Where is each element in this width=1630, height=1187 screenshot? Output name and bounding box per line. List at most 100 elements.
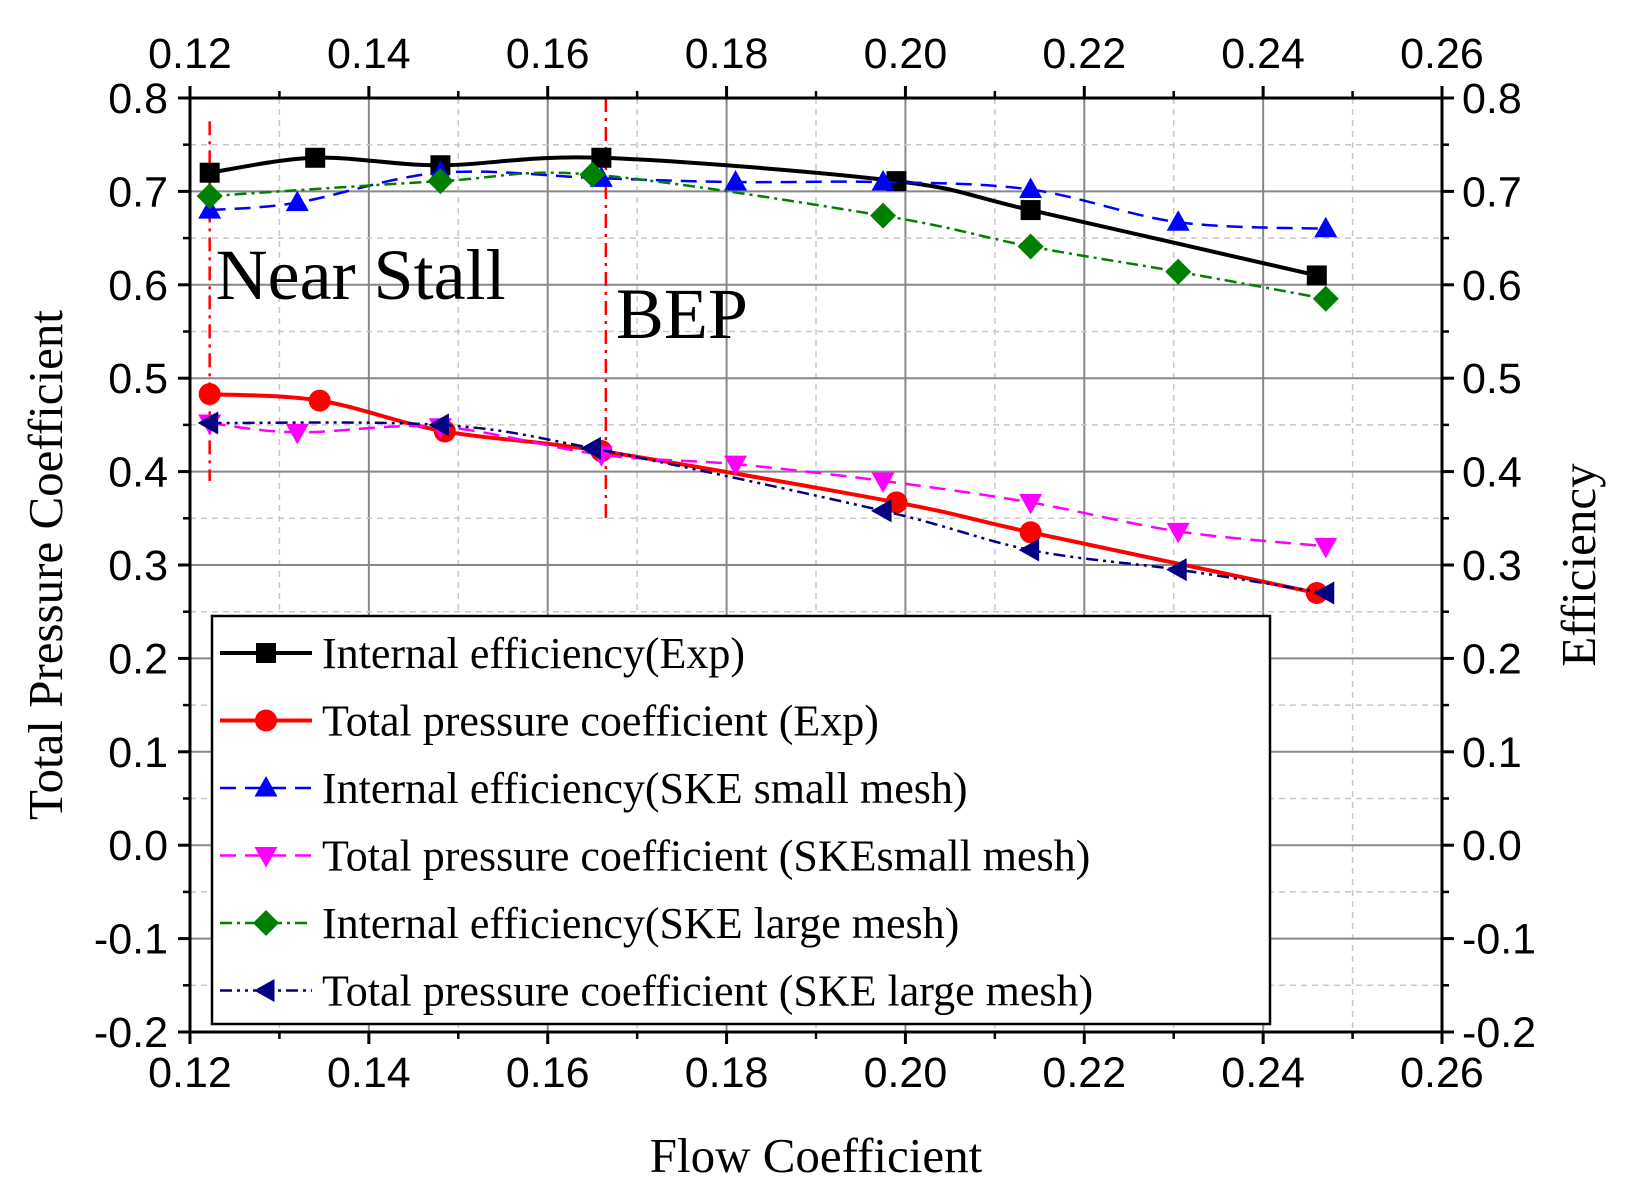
data-point bbox=[1306, 265, 1327, 286]
legend-swatch-marker bbox=[254, 847, 278, 868]
x-tick-label-bottom: 0.20 bbox=[864, 1049, 948, 1097]
legend-box bbox=[210, 614, 1272, 1026]
data-point bbox=[724, 170, 748, 191]
data-point bbox=[1165, 258, 1192, 285]
y-tick-label-left: 0.4 bbox=[108, 449, 168, 497]
data-point bbox=[591, 147, 612, 168]
data-point bbox=[199, 162, 220, 183]
data-point bbox=[1314, 537, 1338, 559]
series-layer bbox=[196, 147, 1339, 605]
series-4 bbox=[196, 161, 1339, 312]
y-tick-label-right: -0.1 bbox=[1462, 916, 1536, 964]
x-tick-label-top: 0.12 bbox=[148, 30, 232, 78]
legend-swatch-marker bbox=[254, 776, 278, 797]
data-point bbox=[724, 455, 748, 477]
y-tick-label-right: 0.6 bbox=[1462, 262, 1522, 310]
data-point bbox=[1166, 558, 1187, 582]
data-point bbox=[871, 499, 892, 523]
series-line bbox=[209, 392, 1318, 595]
data-point bbox=[1312, 285, 1339, 312]
x-tick-label-bottom: 0.14 bbox=[327, 1049, 411, 1097]
tick-labels: 0.120.120.140.140.160.160.180.180.200.20… bbox=[94, 30, 1536, 1097]
y-tick-label-right: -0.2 bbox=[1462, 1009, 1536, 1057]
data-point bbox=[196, 183, 223, 210]
x-tick-label-bottom: 0.24 bbox=[1221, 1049, 1305, 1097]
data-point bbox=[871, 472, 895, 493]
y-tick-label-left: 0.3 bbox=[108, 542, 168, 590]
legend-swatch-marker bbox=[256, 643, 276, 663]
x-tick-label-top: 0.14 bbox=[327, 30, 411, 78]
data-point bbox=[1020, 200, 1041, 221]
series-line bbox=[209, 170, 1326, 231]
data-point bbox=[1019, 521, 1042, 544]
y-tick-label-left: 0.8 bbox=[108, 75, 168, 123]
y-tick-label-left: 0.7 bbox=[108, 168, 168, 216]
legend-label: Internal efficiency(SKE large mesh) bbox=[322, 899, 959, 948]
data-point bbox=[871, 170, 895, 191]
legend-label: Internal efficiency(Exp) bbox=[322, 629, 745, 678]
legend-swatch-marker bbox=[253, 910, 279, 936]
data-point bbox=[198, 383, 221, 406]
y-tick-label-right: 0.5 bbox=[1462, 355, 1522, 403]
legend-label: Internal efficiency(SKE small mesh) bbox=[322, 764, 968, 813]
data-point bbox=[305, 147, 326, 168]
series-2 bbox=[198, 160, 1338, 238]
y-tick-label-left: 0.6 bbox=[108, 262, 168, 310]
data-point bbox=[427, 168, 454, 195]
legend-label: Total pressure coefficient (SKE large me… bbox=[322, 967, 1093, 1016]
x-tick-label-bottom: 0.18 bbox=[685, 1049, 769, 1097]
x-tick-label-top: 0.26 bbox=[1400, 30, 1484, 78]
data-point bbox=[1019, 177, 1043, 199]
y2-axis-title: Efficiency bbox=[1551, 463, 1606, 667]
annotation-bep: BEP bbox=[616, 274, 748, 354]
data-point bbox=[428, 413, 449, 437]
axis-ticks bbox=[178, 86, 1454, 1044]
data-point bbox=[308, 389, 331, 412]
data-point bbox=[1166, 522, 1190, 544]
data-point bbox=[1019, 493, 1043, 515]
data-point bbox=[285, 423, 309, 445]
series-0 bbox=[199, 147, 1327, 286]
y-tick-label-left: 0.0 bbox=[108, 822, 168, 870]
x-tick-label-bottom: 0.16 bbox=[506, 1049, 590, 1097]
y-tick-label-left: -0.2 bbox=[94, 1009, 168, 1057]
data-point bbox=[580, 436, 601, 460]
x-tick-label-bottom: 0.26 bbox=[1400, 1049, 1484, 1097]
y-axis-title: Total Pressure Coefficient bbox=[18, 310, 73, 820]
y-tick-label-right: 0.1 bbox=[1462, 729, 1522, 777]
x-axis-title: Flow Coefficient bbox=[650, 1128, 983, 1183]
data-point bbox=[197, 411, 219, 435]
y-tick-label-right: 0.0 bbox=[1462, 822, 1522, 870]
series-5 bbox=[197, 411, 1335, 605]
x-tick-label-top: 0.18 bbox=[685, 30, 769, 78]
legend: Internal efficiency(Exp) Total pressure … bbox=[210, 614, 1272, 1026]
series-3 bbox=[198, 414, 1338, 559]
data-point bbox=[1314, 216, 1338, 238]
y-tick-label-left: -0.1 bbox=[94, 916, 168, 964]
data-point bbox=[1313, 581, 1335, 605]
data-point bbox=[285, 190, 309, 212]
x-tick-label-top: 0.16 bbox=[506, 30, 590, 78]
y-tick-label-right: 0.2 bbox=[1462, 635, 1522, 683]
annotation-near-stall: Near Stall bbox=[216, 235, 506, 315]
x-tick-label-top: 0.20 bbox=[864, 30, 948, 78]
legend-swatch-marker bbox=[255, 709, 277, 732]
data-point bbox=[1017, 233, 1044, 260]
x-tick-label-bottom: 0.12 bbox=[148, 1049, 232, 1097]
series-line bbox=[209, 171, 1326, 301]
y-tick-label-right: 0.4 bbox=[1462, 449, 1522, 497]
y-tick-label-left: 0.2 bbox=[108, 635, 168, 683]
y-tick-label-right: 0.7 bbox=[1462, 168, 1522, 216]
legend-label: Total pressure coefficient (SKEsmall mes… bbox=[322, 832, 1090, 881]
x-tick-label-top: 0.24 bbox=[1221, 30, 1305, 78]
x-tick-label-top: 0.22 bbox=[1042, 30, 1126, 78]
y-tick-label-right: 0.3 bbox=[1462, 542, 1522, 590]
data-point bbox=[1018, 538, 1040, 562]
series-line bbox=[209, 155, 1318, 278]
x-tick-label-bottom: 0.22 bbox=[1042, 1049, 1126, 1097]
legend-label: Total pressure coefficient (Exp) bbox=[322, 697, 879, 746]
y-tick-label-left: 0.1 bbox=[108, 729, 168, 777]
series-line bbox=[209, 421, 1326, 548]
data-point bbox=[1166, 210, 1190, 231]
